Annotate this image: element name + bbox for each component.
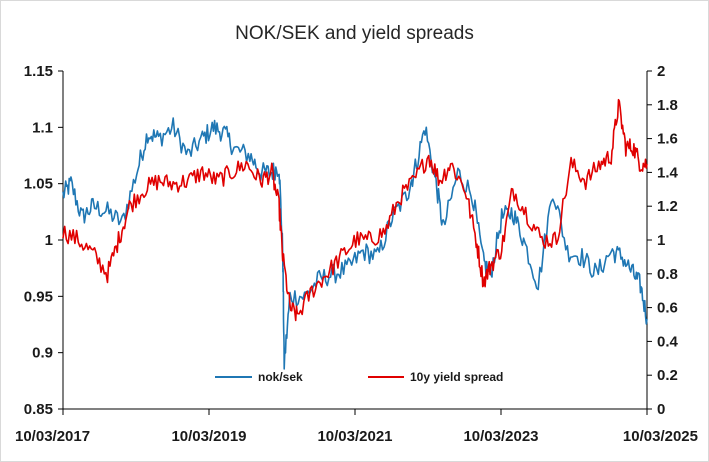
left-tick-label: 1 (45, 232, 53, 249)
right-tick-label: 0.6 (657, 300, 678, 317)
chart-title: NOK/SEK and yield spreads (235, 23, 474, 44)
right-tick-label: 0.8 (657, 266, 678, 283)
x-tick-label: 10/03/2019 (171, 428, 246, 445)
left-tick-label: 1.1 (32, 119, 53, 136)
x-tick-label: 10/03/2017 (15, 428, 90, 445)
right-tick-label: 0.2 (657, 367, 678, 384)
nok-sek-line (62, 117, 648, 370)
x-tick-label: 10/03/2021 (317, 428, 392, 445)
right-tick-label: 1.8 (657, 97, 678, 114)
10y-yield-spread-line (62, 98, 648, 322)
right-tick-label: 1.4 (657, 164, 679, 181)
legend-label: nok/sek (258, 370, 303, 384)
left-tick-label: 0.85 (24, 401, 53, 418)
left-tick-label: 1.05 (24, 176, 53, 193)
right-tick-label: 0.4 (657, 333, 679, 350)
left-tick-label: 0.9 (32, 345, 53, 362)
right-tick-label: 1.2 (657, 198, 678, 215)
x-tick-label: 10/03/2023 (463, 428, 538, 445)
left-tick-label: 0.95 (24, 288, 53, 305)
legend-label: 10y yield spread (410, 370, 503, 384)
right-tick-label: 2 (657, 63, 665, 80)
right-tick-label: 1 (657, 232, 665, 249)
right-tick-label: 0 (657, 401, 665, 418)
x-tick-label: 10/03/2025 (623, 428, 698, 445)
left-tick-label: 1.15 (24, 63, 53, 80)
right-tick-label: 1.6 (657, 131, 678, 148)
